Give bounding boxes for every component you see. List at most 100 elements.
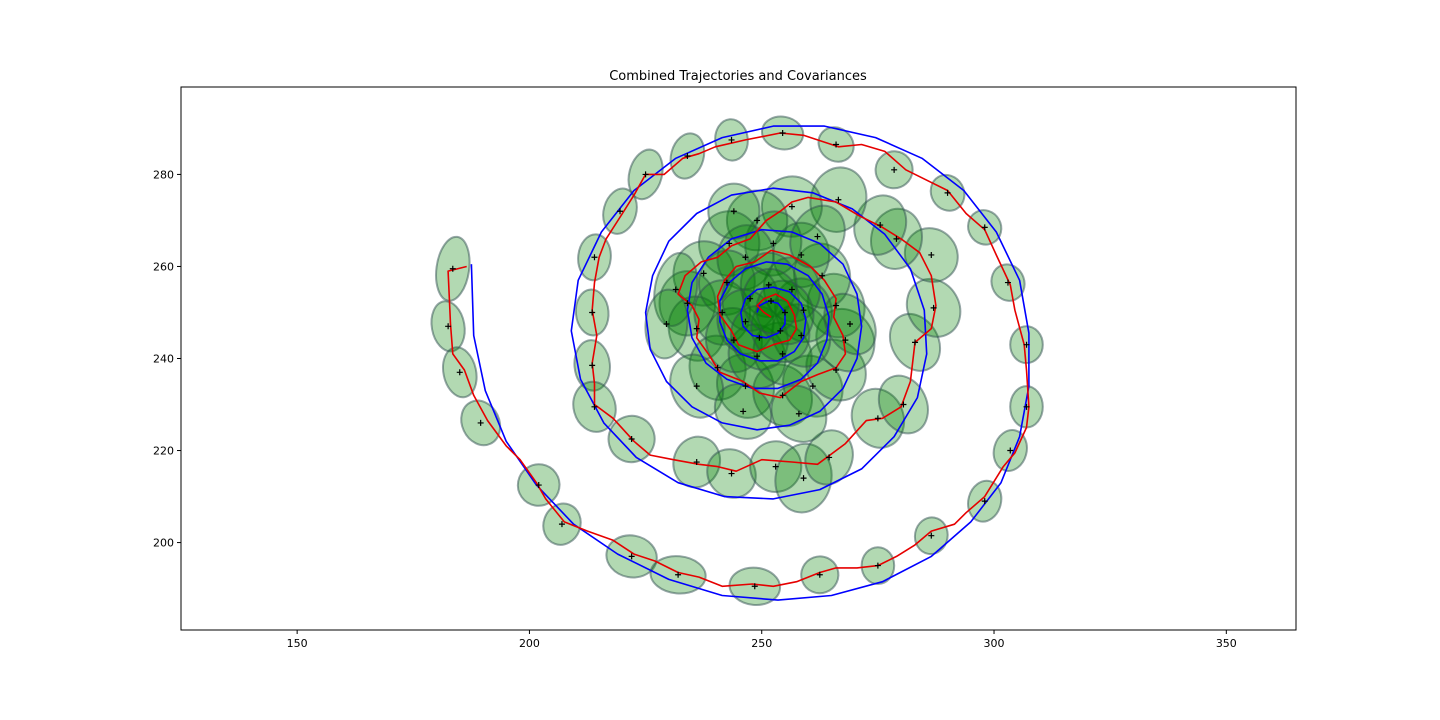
- estimate-marker-64: [754, 353, 761, 360]
- estimate-marker-37: [900, 401, 907, 408]
- estimate-marker-65: [779, 350, 786, 357]
- estimate-marker-46: [726, 240, 733, 247]
- estimate-markers: [445, 130, 1030, 590]
- estimate-marker-17: [981, 224, 988, 231]
- estimate-marker-61: [723, 279, 730, 286]
- estimate-marker-23: [684, 153, 691, 160]
- estimate-marker-58: [798, 251, 805, 258]
- estimate-marker-66: [798, 332, 805, 339]
- estimate-marker-25: [617, 208, 624, 215]
- estimate-marker-14: [1023, 403, 1030, 410]
- estimate-marker-42: [877, 222, 884, 229]
- estimate-marker-40: [928, 251, 935, 258]
- estimate-marker-47: [700, 270, 707, 277]
- estimate-marker-76: [672, 286, 679, 293]
- x-tick-label-250: 250: [751, 637, 772, 650]
- true-trajectory-line: [470, 125, 1030, 601]
- estimate-marker-63: [730, 337, 737, 344]
- estimate-marker-81: [847, 320, 853, 327]
- x-tick-label-350: 350: [1216, 637, 1237, 650]
- estimate-marker-67: [800, 307, 807, 314]
- estimate-marker-79: [740, 408, 747, 415]
- y-tick-label-280: 280: [153, 168, 174, 181]
- y-tick-label-240: 240: [153, 353, 174, 366]
- estimate-marker-41: [893, 235, 900, 242]
- estimate-marker-6: [628, 553, 635, 560]
- estimate-marker-35: [826, 454, 833, 461]
- estimate-marker-75: [768, 297, 775, 304]
- estimate-marker-16: [1004, 279, 1011, 286]
- estimate-marker-44: [788, 203, 795, 210]
- estimate-marker-43: [835, 196, 842, 203]
- y-tick-label-200: 200: [153, 537, 174, 550]
- estimate-marker-26: [591, 254, 598, 261]
- x-tick-label-150: 150: [287, 637, 308, 650]
- estimate-marker-74: [781, 309, 788, 316]
- estimate-marker-21: [779, 130, 786, 137]
- estimate-marker-49: [693, 325, 700, 332]
- estimate-marker-38: [912, 339, 919, 346]
- estimate-marker-73: [777, 327, 784, 334]
- estimate-marker-56: [833, 302, 840, 309]
- estimate-marker-32: [728, 470, 735, 477]
- estimate-marker-11: [928, 532, 935, 539]
- estimate-marker-4: [535, 482, 542, 489]
- estimate-marker-36: [874, 415, 881, 422]
- estimate-marker-62: [719, 309, 726, 316]
- estimate-marker-52: [779, 392, 786, 399]
- estimate-marker-13: [1007, 447, 1014, 454]
- estimate-marker-24: [642, 171, 649, 178]
- estimate-marker-70: [747, 295, 754, 302]
- estimate-marker-50: [714, 364, 721, 371]
- estimate-marker-39: [930, 304, 937, 311]
- estimate-marker-59: [770, 240, 777, 247]
- estimate-marker-34: [800, 475, 807, 482]
- estimate-marker-48: [684, 300, 691, 307]
- estimate-marker-7: [675, 571, 682, 578]
- estimate-marker-8: [751, 583, 758, 590]
- estimate-marker-60: [742, 254, 749, 261]
- estimate-marker-10: [874, 562, 881, 569]
- estimate-marker-0: [449, 265, 456, 272]
- estimate-marker-22: [728, 136, 735, 143]
- estimate-marker-33: [772, 463, 779, 470]
- estimate-marker-28: [589, 362, 596, 369]
- estimate-marker-51: [742, 383, 749, 390]
- y-tick-label-260: 260: [153, 260, 174, 273]
- chart-title: Combined Trajectories and Covariances: [609, 69, 867, 84]
- estimate-marker-82: [814, 233, 821, 240]
- estimate-marker-53: [809, 383, 816, 390]
- estimate-marker-5: [558, 521, 565, 528]
- trajectory-lines: [447, 125, 1030, 601]
- estimate-marker-68: [788, 286, 795, 293]
- estimate-marker-69: [765, 281, 772, 288]
- estimate-marker-72: [756, 334, 763, 341]
- estimate-marker-30: [628, 436, 635, 443]
- estimate-marker-80: [795, 410, 802, 417]
- estimate-marker-18: [944, 189, 951, 196]
- estimated-trajectory-line: [447, 132, 1030, 588]
- estimate-marker-15: [1023, 341, 1030, 348]
- estimate-marker-57: [819, 272, 826, 279]
- estimate-marker-1: [445, 323, 452, 330]
- estimate-marker-83: [730, 208, 737, 215]
- estimate-marker-12: [981, 498, 988, 505]
- estimate-marker-9: [816, 571, 823, 578]
- x-tick-label-300: 300: [984, 637, 1005, 650]
- estimate-marker-2: [456, 369, 463, 376]
- x-axis: 150 200 250 300 350: [287, 630, 1237, 650]
- estimate-marker-77: [663, 320, 670, 327]
- estimate-marker-20: [833, 141, 840, 148]
- estimate-marker-55: [842, 337, 849, 344]
- estimate-marker-78: [693, 383, 700, 390]
- estimate-marker-45: [754, 217, 761, 224]
- y-axis: 200 220 240 260 280: [153, 168, 181, 550]
- x-tick-label-200: 200: [519, 637, 540, 650]
- estimate-marker-29: [591, 403, 598, 410]
- estimate-marker-71: [742, 318, 749, 325]
- estimate-marker-31: [693, 459, 700, 466]
- estimate-marker-19: [891, 166, 898, 173]
- estimate-marker-54: [833, 367, 840, 374]
